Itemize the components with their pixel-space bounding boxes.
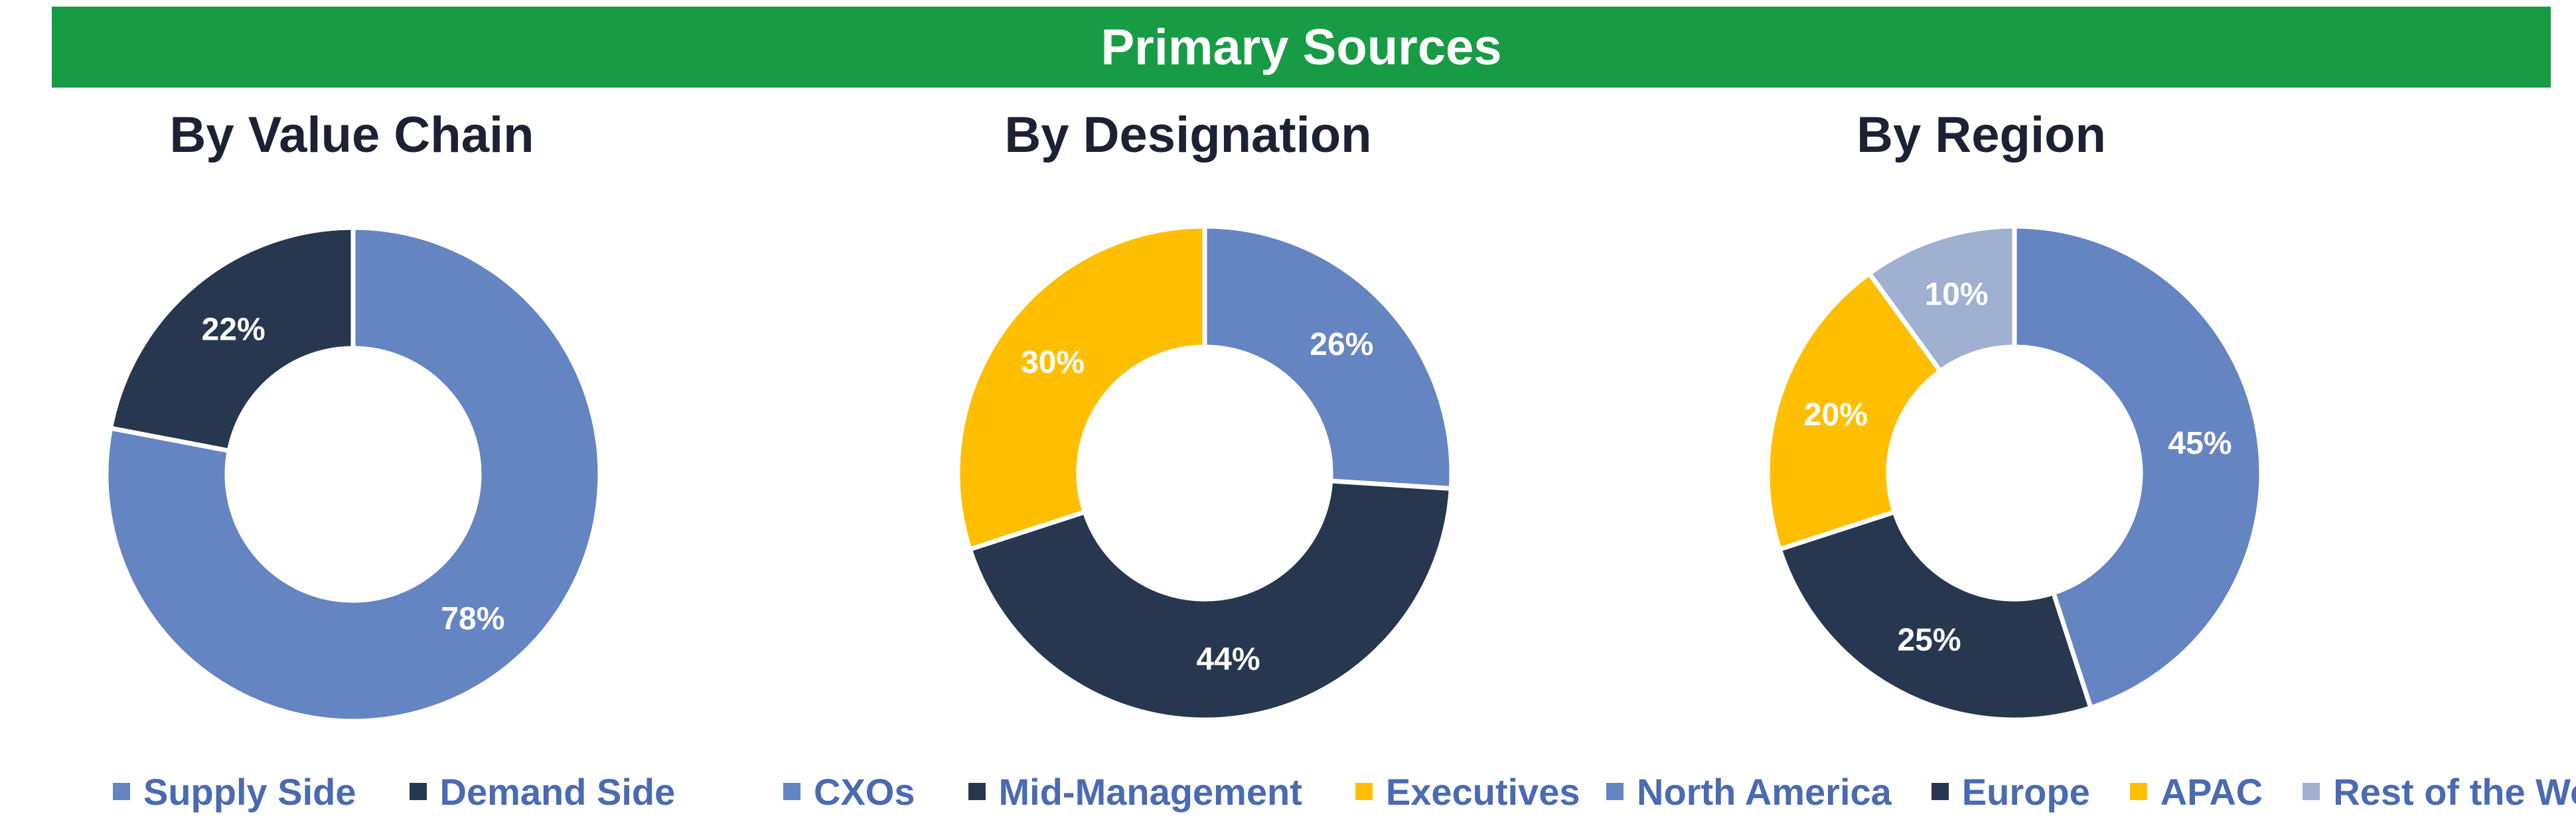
legend-swatch xyxy=(1606,783,1624,800)
banner-title: Primary Sources xyxy=(1100,19,1502,76)
slice-value-label-demand-side: 22% xyxy=(202,312,265,347)
legend-label: Executives xyxy=(1385,770,1580,813)
legend-item-mid-management: Mid-Management xyxy=(968,770,1302,813)
primary-sources-banner: Primary Sources xyxy=(52,7,2551,88)
legend-item-north-america: North America xyxy=(1606,770,1892,813)
donut-slice-mid-management xyxy=(967,478,1454,723)
legend-swatch xyxy=(968,783,986,800)
slice-value-label-apac: 20% xyxy=(1804,397,1868,433)
legend-label: Supply Side xyxy=(143,770,356,813)
legend-item-supply-side: Supply Side xyxy=(113,770,356,813)
legend-swatch xyxy=(113,783,130,800)
legend-item-apac: APAC xyxy=(2129,770,2263,813)
donut-slice-cxos xyxy=(1202,224,1454,491)
legend-swatch xyxy=(2303,783,2320,800)
legend-value-chain: Supply Side Demand Side xyxy=(113,762,675,821)
donut-slice-demand-side xyxy=(108,225,356,453)
legend-item-executives: Executives xyxy=(1355,770,1580,813)
slice-value-label-north-america: 45% xyxy=(2168,426,2232,461)
chart-title-value-chain: By Value Chain xyxy=(169,106,534,163)
legend-swatch xyxy=(2129,783,2147,800)
legend-label: Europe xyxy=(1961,770,2090,813)
legend-label: Mid-Management xyxy=(998,770,1302,813)
legend-item-cxos: CXOs xyxy=(783,770,915,813)
donut-slice-apac xyxy=(1765,271,1943,552)
donut-slice-rest-of-the-world xyxy=(1866,224,2017,374)
legend-item-europe: Europe xyxy=(1931,770,2090,813)
legend-label: APAC xyxy=(2160,770,2263,813)
legend-swatch xyxy=(409,783,427,800)
slice-value-label-rest-of-the-world: 10% xyxy=(1925,277,1989,312)
donut-slice-supply-side xyxy=(104,225,603,724)
legend-swatch xyxy=(1931,783,1949,800)
legend-designation: CXOs Mid-Management Executives xyxy=(783,762,1580,821)
donut-slice-europe xyxy=(1777,510,2093,723)
donut-slice-executives xyxy=(955,224,1207,552)
legend-label: North America xyxy=(1637,770,1892,813)
legend-item-demand-side: Demand Side xyxy=(409,770,676,813)
legend-label: CXOs xyxy=(814,770,915,813)
donut-slice-north-america xyxy=(2012,224,2264,711)
legend-swatch xyxy=(1355,783,1373,800)
legend-label: Rest of the World xyxy=(2333,770,2576,813)
legend-label: Demand Side xyxy=(439,770,676,813)
legend-region: North America Europe APAC Rest of the Wo… xyxy=(1606,762,2576,821)
chart-title-designation: By Designation xyxy=(1004,106,1372,163)
legend-swatch xyxy=(783,783,800,800)
chart-title-region: By Region xyxy=(1856,106,2106,163)
legend-item-rest-of-world: Rest of the World xyxy=(2303,770,2576,813)
slice-value-label-mid-management: 44% xyxy=(1196,642,1260,677)
slice-value-label-executives: 30% xyxy=(1021,345,1085,380)
slice-value-label-supply-side: 78% xyxy=(441,602,504,637)
slice-value-label-cxos: 26% xyxy=(1310,327,1373,362)
slice-value-label-europe: 25% xyxy=(1897,623,1961,658)
